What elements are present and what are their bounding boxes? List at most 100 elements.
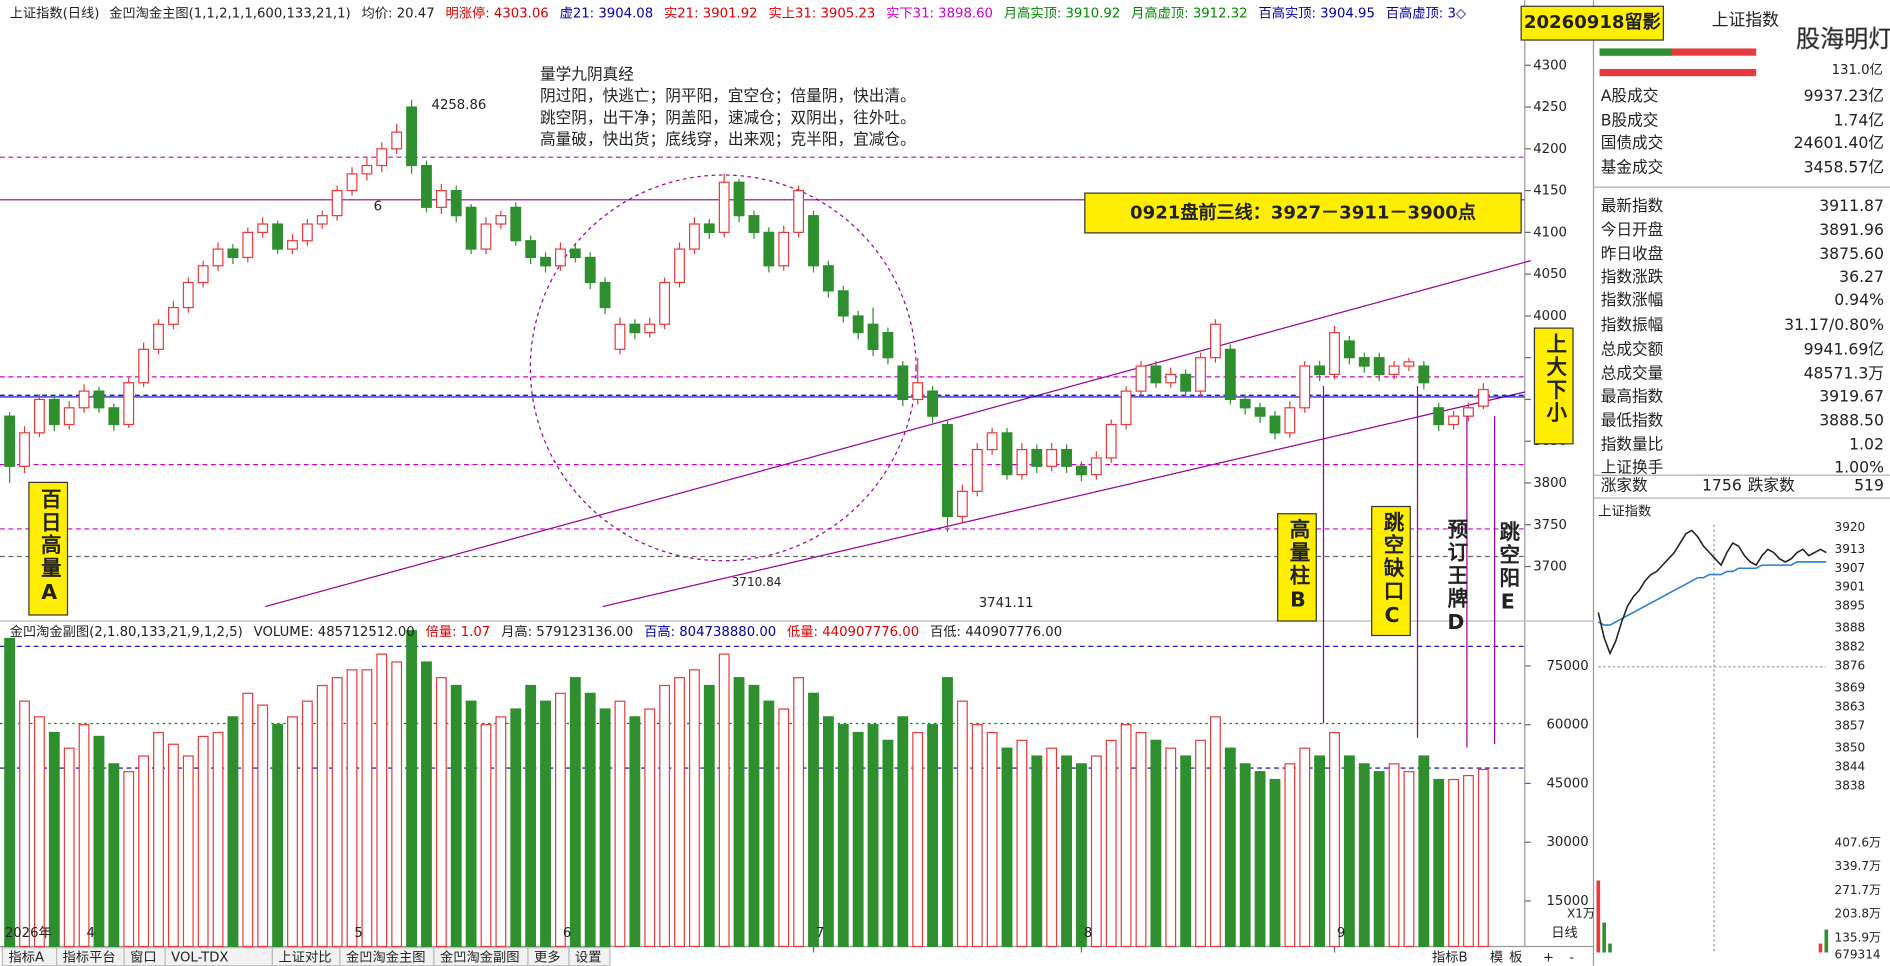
volume-bar <box>450 684 462 948</box>
mini-tick: 3920 <box>1835 520 1866 534</box>
mini-vtick: 135.9万 <box>1835 931 1882 945</box>
mini-tick: 3869 <box>1835 681 1866 695</box>
header-item: 明涨停: 4303.06 <box>445 5 548 22</box>
volume-bar <box>138 755 150 948</box>
volume-bar <box>555 692 566 948</box>
volume-bar <box>1403 771 1415 948</box>
tab[interactable]: 指标B <box>1432 949 1468 965</box>
volume-bar <box>182 755 194 948</box>
notes-line: 阴过阳，快逃亡；阴平阳，宜空仓；倍量阴，快出清。 <box>540 86 916 105</box>
volume-bar <box>525 684 537 948</box>
y-tick-label: 3800 <box>1533 476 1567 491</box>
row-value: 3888.50 <box>1819 410 1884 429</box>
row-label: 指数振幅 <box>1601 315 1664 334</box>
volume-bar <box>733 677 745 948</box>
volume-bar <box>272 724 284 948</box>
mini-tick: 3857 <box>1835 718 1866 732</box>
row-label: 上证换手 <box>1601 457 1664 476</box>
mini-vtick: 203.8万 <box>1835 907 1882 921</box>
candle-body <box>182 281 194 309</box>
volume-bar <box>837 724 849 948</box>
candle-body <box>644 323 656 334</box>
volume-bar <box>852 731 864 948</box>
candle-body <box>912 382 924 401</box>
candle-body <box>1090 457 1102 476</box>
row-label: 总成交额 <box>1601 339 1664 358</box>
tab[interactable]: 金凹淘金主图 <box>346 949 426 965</box>
header-item: 低量: 440907776.00 <box>787 624 919 640</box>
candle-body <box>808 215 819 267</box>
zoom-button[interactable]: + <box>1543 950 1554 965</box>
tab[interactable]: 设置 <box>575 949 602 965</box>
volume-bar <box>1076 763 1087 948</box>
y-tick-label: 30000 <box>1546 835 1588 850</box>
candle-body <box>510 206 522 242</box>
volume-bar <box>1001 747 1013 948</box>
volume-bar <box>956 700 968 948</box>
notes-title: 量学九阴真经 <box>540 64 634 83</box>
row-value: 36.27 <box>1839 267 1884 286</box>
header-item: 百高: 804738880.00 <box>644 623 776 640</box>
candle-body <box>93 390 105 409</box>
period[interactable]: 日线 <box>1551 925 1578 941</box>
zoom-button[interactable]: - <box>1569 950 1574 965</box>
breadth-value: 1756 <box>1702 476 1742 495</box>
tab[interactable]: VOL-TDX <box>171 950 228 965</box>
candle-body <box>1076 465 1087 476</box>
candle-body <box>1016 448 1028 476</box>
candle-body <box>1343 340 1355 359</box>
annotation: 预订王牌D <box>1444 519 1468 637</box>
volume-bar <box>971 724 983 948</box>
y-tick-label: 4150 <box>1533 184 1567 199</box>
bar <box>1599 68 1757 77</box>
tab[interactable]: 上证对比 <box>278 949 331 965</box>
row-value: 1.74亿 <box>1833 110 1884 129</box>
tab[interactable]: 指标平台 <box>63 949 116 965</box>
volume-bar <box>465 700 477 948</box>
tab[interactable]: 板 <box>1509 949 1522 965</box>
y-tick-label: 75000 <box>1546 659 1588 674</box>
candle-body <box>4 415 16 467</box>
candle-body <box>837 290 849 317</box>
header: 金凹淘金副图(2,1.80,133,21,9,1,2,5) VOLUME: 485… <box>10 623 1063 640</box>
candle-body <box>361 164 373 175</box>
mini-price-line <box>1597 529 1827 656</box>
candle-body <box>257 223 269 233</box>
tab[interactable]: 上证指数 <box>1712 10 1780 30</box>
tab[interactable]: 指标A <box>8 949 44 965</box>
y-tick-label: 45000 <box>1546 776 1588 791</box>
mini-tick: 3876 <box>1835 659 1866 673</box>
candle-body <box>569 248 581 259</box>
date-label: 4 <box>86 926 94 941</box>
date-label: 7 <box>816 926 824 941</box>
volume-bar <box>778 708 790 948</box>
volume-bar <box>1388 763 1400 948</box>
y-tick-label: 4050 <box>1533 267 1567 282</box>
y-tick-label: 3750 <box>1533 518 1567 533</box>
annotation: 上大下小 <box>1543 333 1567 425</box>
tab[interactable]: 金凹淘金副图 <box>440 949 520 965</box>
volume-bar <box>1105 739 1117 948</box>
tab[interactable]: 更多 <box>534 948 561 965</box>
candle-body <box>971 448 983 492</box>
mini-tick: 3901 <box>1835 580 1866 594</box>
candle-body <box>540 256 551 267</box>
annotation: 跳空阳E <box>1496 520 1520 616</box>
volume-bar <box>331 677 343 948</box>
candle-body <box>287 240 298 250</box>
candle-body <box>1299 365 1311 409</box>
mini-tick: 3844 <box>1835 759 1866 773</box>
volume-bar <box>1373 771 1385 948</box>
candle-body <box>331 190 343 217</box>
candle-body <box>629 323 641 334</box>
mini-tick: 3850 <box>1835 741 1866 755</box>
candle-body <box>1388 365 1400 375</box>
candle-body <box>1477 388 1489 407</box>
volume-bar <box>540 700 551 948</box>
tab[interactable]: 窗口 <box>130 948 157 965</box>
volume-bar <box>1165 747 1177 948</box>
candle-body <box>376 148 388 167</box>
tab[interactable]: 模 <box>1490 949 1503 965</box>
mini-tick: 3907 <box>1835 561 1866 575</box>
